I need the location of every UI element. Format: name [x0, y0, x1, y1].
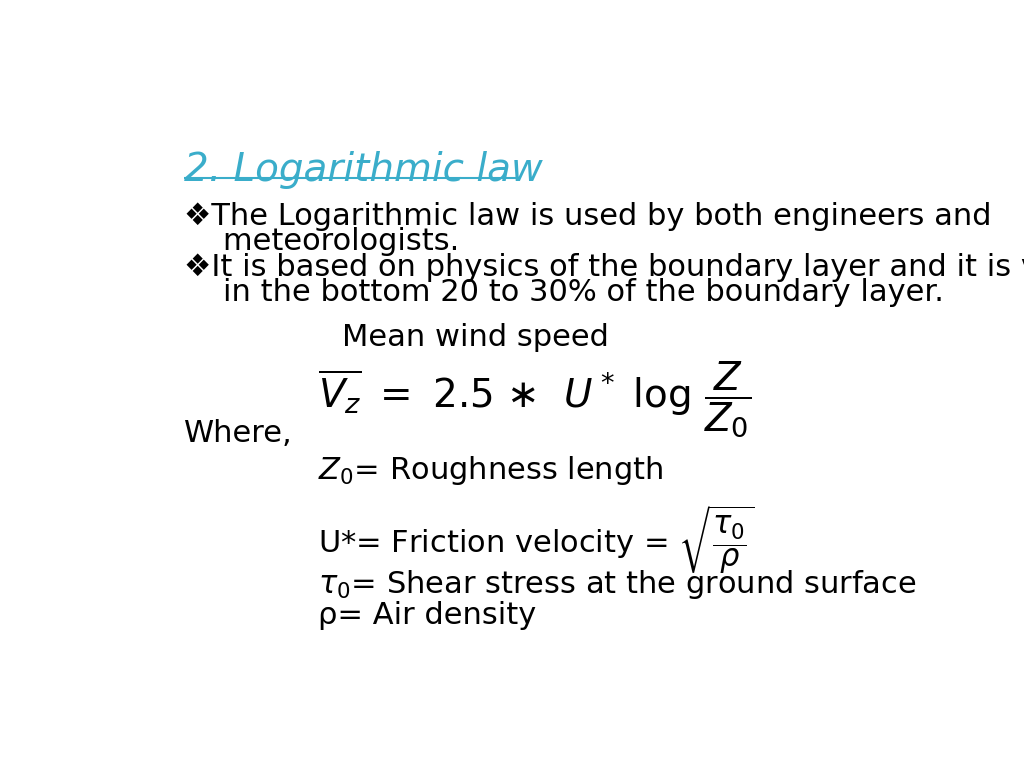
Text: Where,: Where,	[183, 419, 292, 448]
Text: $\overline{V_z}$ $=$ 2.5 $\ast$  $U^*$ log $\dfrac{Z}{Z_0}$: $\overline{V_z}$ $=$ 2.5 $\ast$ $U^*$ lo…	[318, 359, 752, 439]
Text: $\tau_0$= Shear stress at the ground surface: $\tau_0$= Shear stress at the ground sur…	[318, 568, 916, 601]
Text: meteorologists.: meteorologists.	[183, 227, 459, 256]
Text: ρ= Air density: ρ= Air density	[318, 601, 537, 630]
Text: $Z_0$= Roughness length: $Z_0$= Roughness length	[318, 454, 664, 487]
Text: ❖It is based on physics of the boundary layer and it is valid: ❖It is based on physics of the boundary …	[183, 253, 1024, 282]
Text: 2. Logarithmic law: 2. Logarithmic law	[183, 151, 543, 189]
Text: U*= Friction velocity = $\sqrt{\dfrac{\tau_0}{\rho}}$: U*= Friction velocity = $\sqrt{\dfrac{\t…	[318, 503, 755, 576]
Text: Mean wind speed: Mean wind speed	[342, 323, 609, 352]
Text: ❖The Logarithmic law is used by both engineers and: ❖The Logarithmic law is used by both eng…	[183, 201, 991, 230]
Text: in the bottom 20 to 30% of the boundary layer.: in the bottom 20 to 30% of the boundary …	[183, 279, 943, 307]
